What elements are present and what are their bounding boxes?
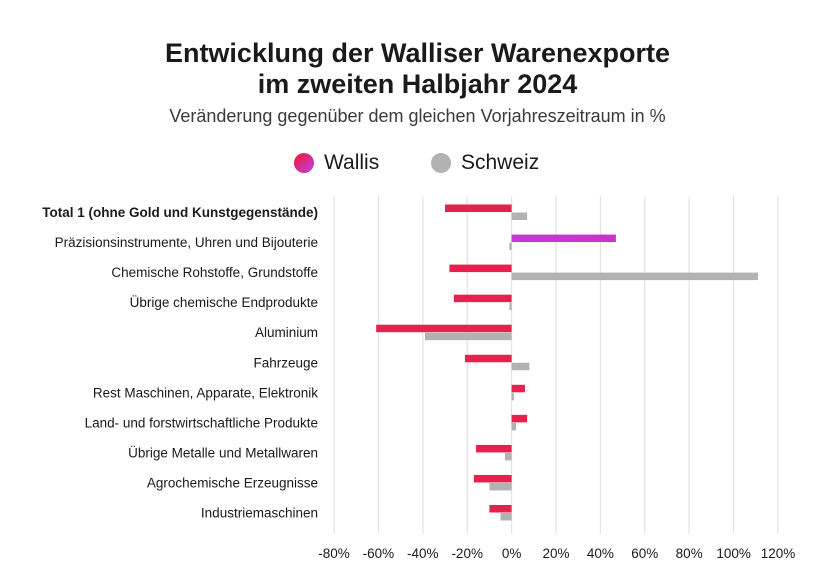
category-label: Land- und forstwirtschaftliche Produkte [85, 415, 318, 430]
chart-subtitle: Veränderung gegenüber dem gleichen Vorja… [169, 106, 666, 126]
category-label: Total 1 (ohne Gold und Kunstgegenstände) [42, 205, 318, 220]
bar-wallis [476, 444, 512, 453]
bar-wallis [511, 384, 525, 393]
bar-schweiz [509, 302, 512, 311]
category-label: Übrige Metalle und Metallwaren [128, 445, 318, 460]
x-tick-label: 80% [676, 546, 703, 561]
bar-wallis [376, 324, 512, 333]
x-tick-label: -20% [451, 546, 483, 561]
x-tick-label: -60% [363, 546, 395, 561]
x-tick-label: 120% [761, 546, 796, 561]
legend: Wallis Schweiz [0, 148, 835, 178]
legend-swatch-schweiz [431, 153, 451, 173]
bar-schweiz [511, 422, 517, 431]
x-axis-ticks: -80% -60% -40% -20% 0% 20% 40% 60% 80% 100% 120% [318, 546, 795, 561]
legend-item-wallis: Wallis [294, 148, 379, 178]
legend-swatch-wallis [294, 153, 314, 173]
chart-title-line-2: im zweiten Halbjahr 2024 [257, 69, 578, 99]
bar-wallis [445, 204, 512, 212]
bar-schweiz [511, 362, 530, 371]
x-tick-label: 40% [587, 546, 614, 561]
category-label: Fahrzeuge [253, 355, 318, 370]
category-label: Chemische Rohstoffe, Grundstoffe [111, 265, 318, 280]
x-tick-label: 60% [631, 546, 658, 561]
category-label: Industriemaschinen [201, 506, 318, 521]
grid-lines [333, 196, 779, 534]
chart-title-line-1: Entwicklung der Walliser Warenexporte [164, 38, 671, 68]
bar-schweiz [504, 452, 512, 461]
category-label: Präzisionsinstrumente, Uhren und Bijoute… [55, 235, 318, 250]
category-label: Aluminium [255, 325, 318, 340]
bar-schweiz [511, 272, 759, 281]
bar-wallis [464, 354, 512, 363]
legend-label-wallis: Wallis [324, 151, 380, 174]
x-tick-label: -40% [407, 546, 439, 561]
category-label: Agrochemische Erzeugnisse [147, 475, 318, 490]
category-label: Rest Maschinen, Apparate, Elektronik [93, 385, 318, 400]
bar-wallis [489, 505, 512, 513]
x-tick-label: 100% [716, 546, 751, 561]
bar-wallis [449, 264, 512, 273]
bar-schweiz [509, 242, 512, 251]
category-label: Übrige chemische Endprodukte [130, 295, 318, 310]
bar-wallis [453, 294, 512, 303]
x-tick-label: -80% [318, 546, 350, 561]
bar-wallis [511, 414, 528, 423]
bar-wallis [473, 474, 512, 483]
legend-item-schweiz: Schweiz [431, 148, 539, 178]
legend-label-schweiz: Schweiz [461, 151, 540, 174]
bar-schweiz [489, 482, 512, 491]
bar-schweiz [500, 513, 512, 521]
x-tick-label: 0% [502, 546, 522, 561]
bar-wallis [511, 234, 616, 243]
bar-schweiz [425, 332, 512, 341]
bar-schweiz [511, 392, 514, 401]
x-tick-label: 20% [542, 546, 569, 561]
bar-schweiz [511, 212, 528, 220]
